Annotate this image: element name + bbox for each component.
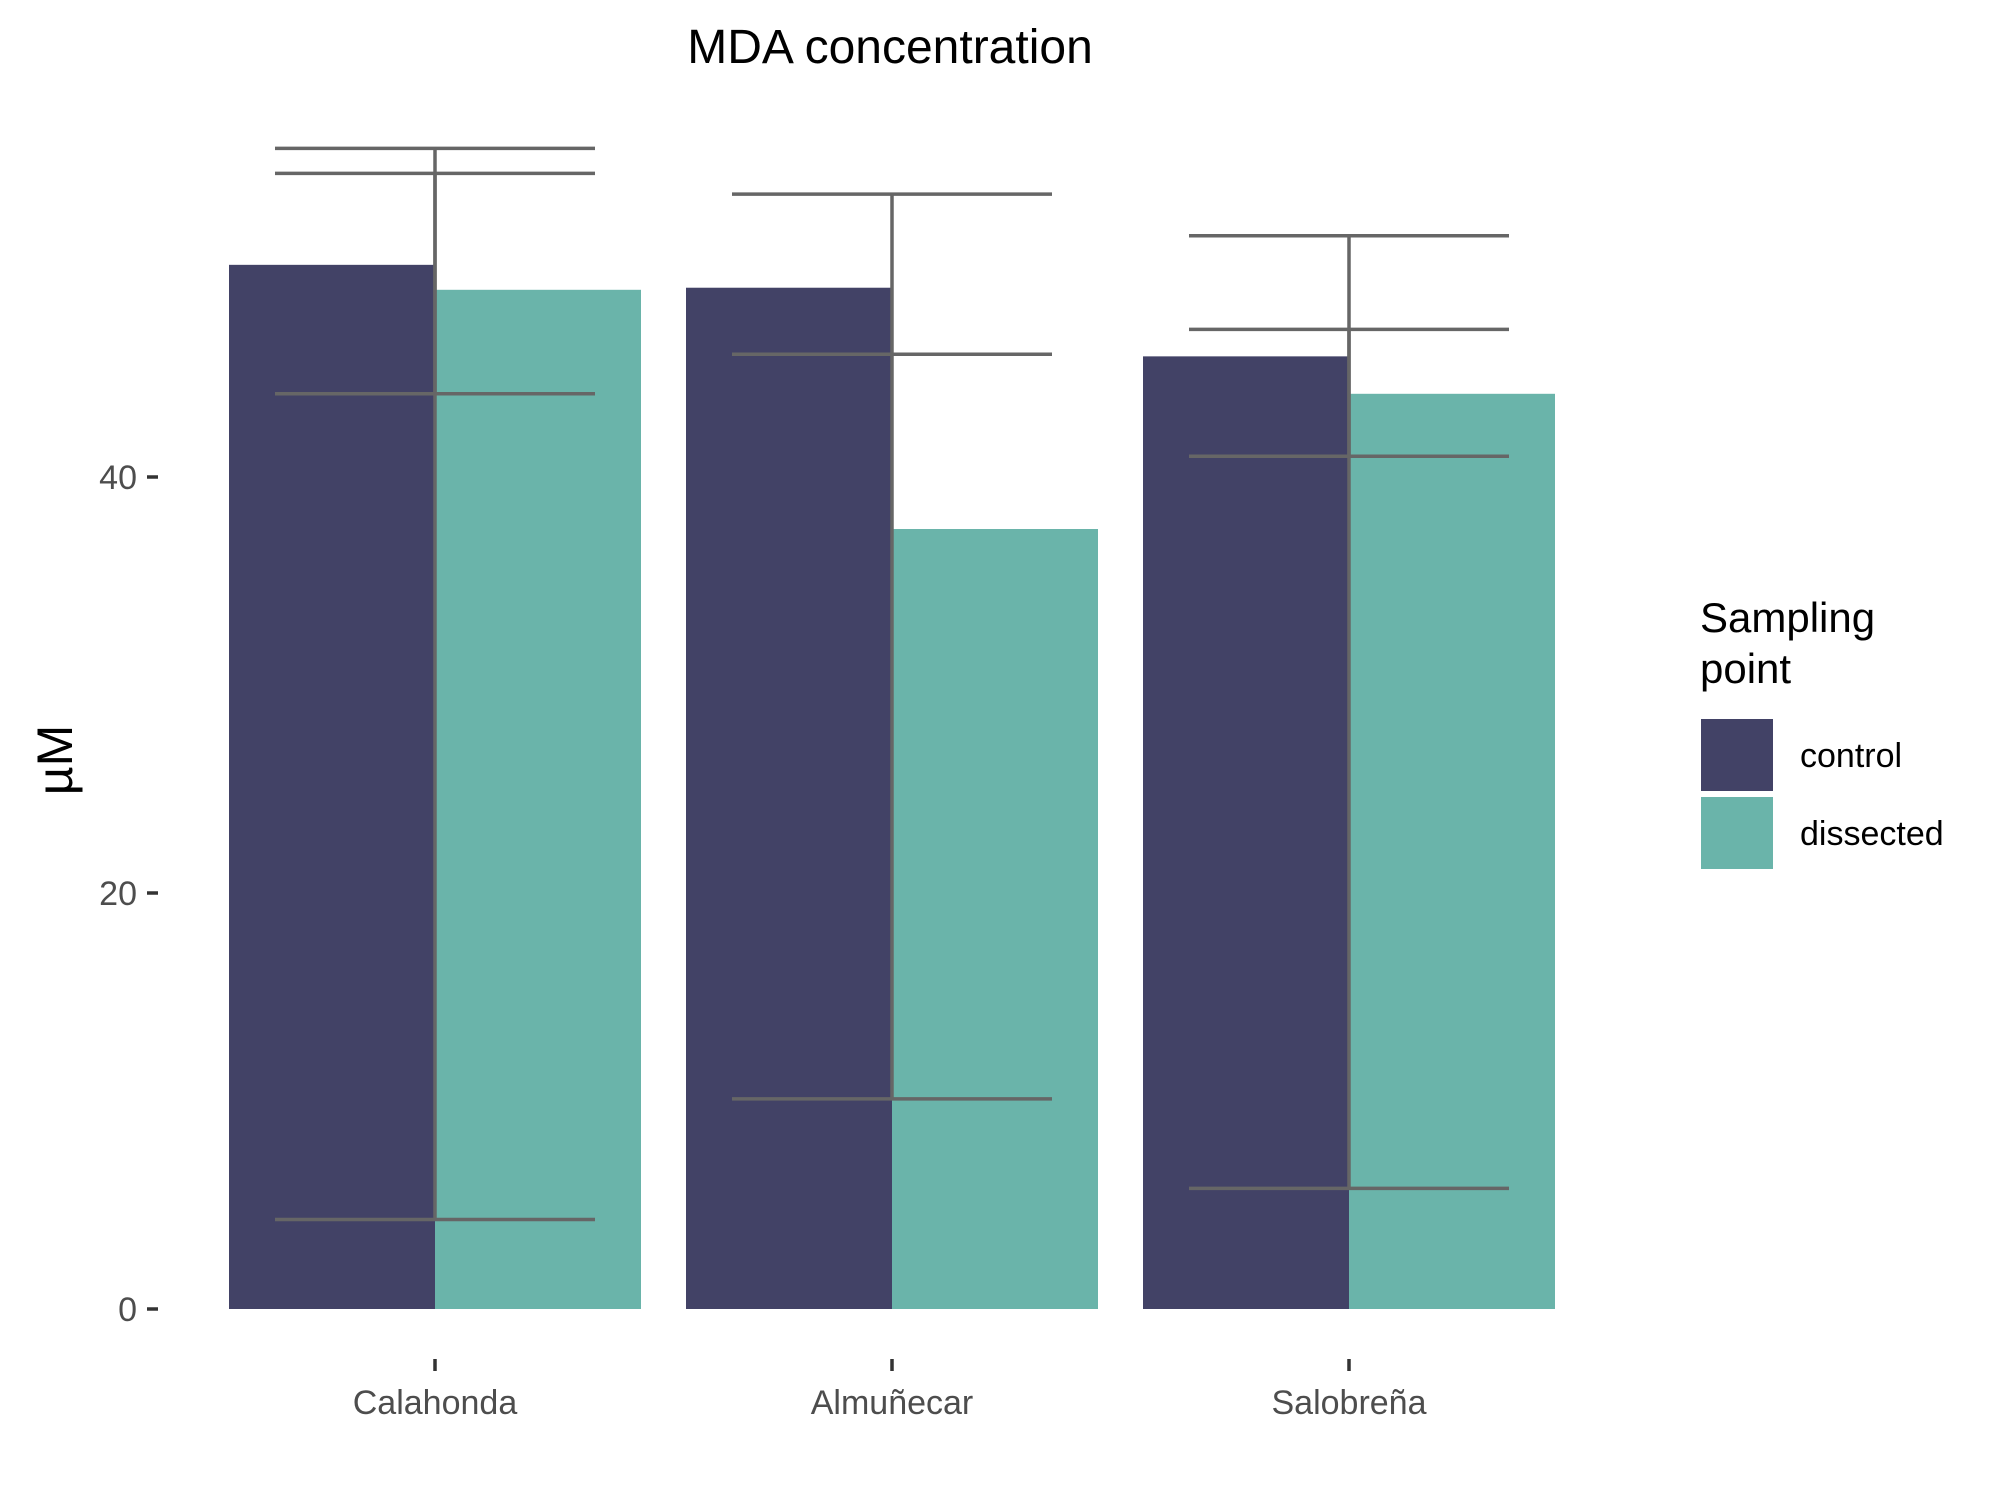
- legend-label-control: control: [1800, 737, 1902, 775]
- x-tick-label-2: Salobreña: [1271, 1384, 1426, 1422]
- bar-control-0: [229, 264, 435, 1310]
- bar-dissected-0: [435, 289, 641, 1309]
- y-axis: 0 20 40: [99, 459, 158, 1329]
- legend: Sampling point control dissected: [1699, 594, 1944, 871]
- x-tick-label-1: Almuñecar: [811, 1384, 974, 1422]
- bar-dissected-2: [1349, 393, 1555, 1309]
- bar-control-2: [1143, 356, 1349, 1309]
- y-tick-label-1: 20: [99, 875, 137, 913]
- bar-control-1: [686, 287, 892, 1310]
- legend-key-control: [1699, 717, 1775, 793]
- legend-title-line1: Sampling: [1700, 594, 1875, 641]
- chart-title: MDA concentration: [687, 21, 1093, 74]
- error-bars-layer: [275, 146, 1509, 1222]
- y-tick-label-2: 40: [99, 459, 137, 497]
- x-tick-label-0: Calahonda: [353, 1384, 518, 1422]
- y-tick-label-0: 0: [118, 1291, 137, 1329]
- bars-layer: [229, 264, 1555, 1310]
- legend-title-line2: point: [1700, 645, 1791, 692]
- y-axis-title: µM: [27, 725, 83, 795]
- bar-dissected-1: [892, 529, 1098, 1309]
- legend-label-dissected: dissected: [1800, 815, 1944, 853]
- legend-key-dissected: [1699, 795, 1775, 871]
- x-axis: Calahonda Almuñecar Salobreña: [353, 1359, 1427, 1422]
